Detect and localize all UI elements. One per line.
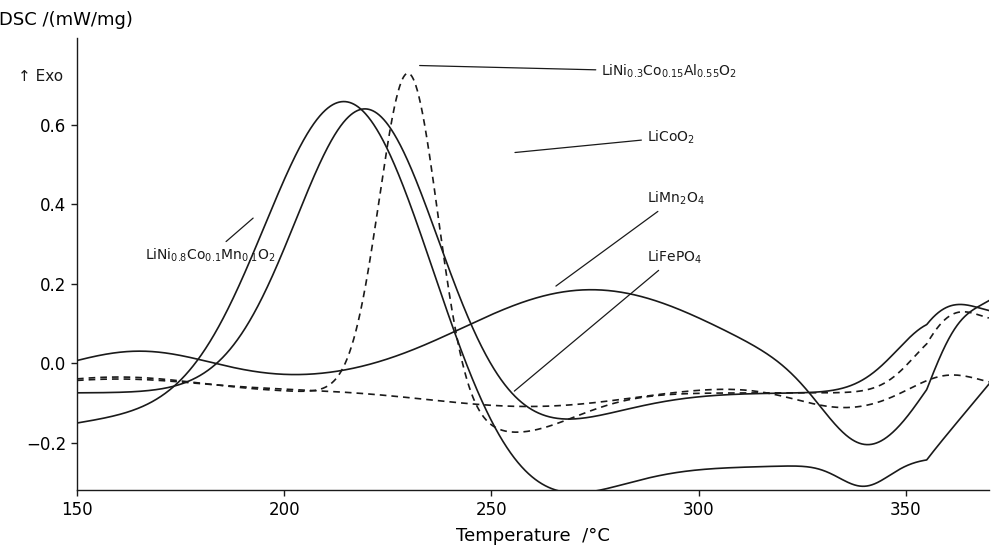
Text: LiNi$_{0.8}$Co$_{0.1}$Mn$_{0.1}$O$_2$: LiNi$_{0.8}$Co$_{0.1}$Mn$_{0.1}$O$_2$ [145, 218, 276, 264]
Text: ↑ Exo: ↑ Exo [18, 70, 63, 85]
Text: LiMn$_2$O$_4$: LiMn$_2$O$_4$ [556, 190, 705, 286]
X-axis label: Temperature  /°C: Temperature /°C [456, 527, 610, 545]
Text: LiNi$_{0.3}$Co$_{0.15}$Al$_{0.55}$O$_2$: LiNi$_{0.3}$Co$_{0.15}$Al$_{0.55}$O$_2$ [420, 63, 737, 80]
Text: LiFePO$_4$: LiFePO$_4$ [514, 249, 702, 391]
Text: DSC /(mW/mg): DSC /(mW/mg) [0, 11, 133, 28]
Text: LiCoO$_2$: LiCoO$_2$ [515, 128, 695, 152]
